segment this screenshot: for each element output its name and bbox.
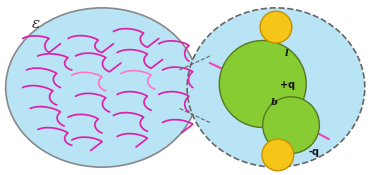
Ellipse shape	[263, 97, 319, 153]
Ellipse shape	[262, 139, 294, 171]
Ellipse shape	[6, 8, 198, 167]
Text: l: l	[285, 49, 288, 58]
Text: ε: ε	[32, 17, 40, 31]
Text: +q: +q	[280, 80, 296, 90]
Ellipse shape	[219, 41, 306, 127]
Ellipse shape	[187, 8, 365, 167]
Text: -q: -q	[308, 147, 319, 157]
Text: b: b	[271, 98, 277, 107]
Ellipse shape	[260, 11, 292, 43]
